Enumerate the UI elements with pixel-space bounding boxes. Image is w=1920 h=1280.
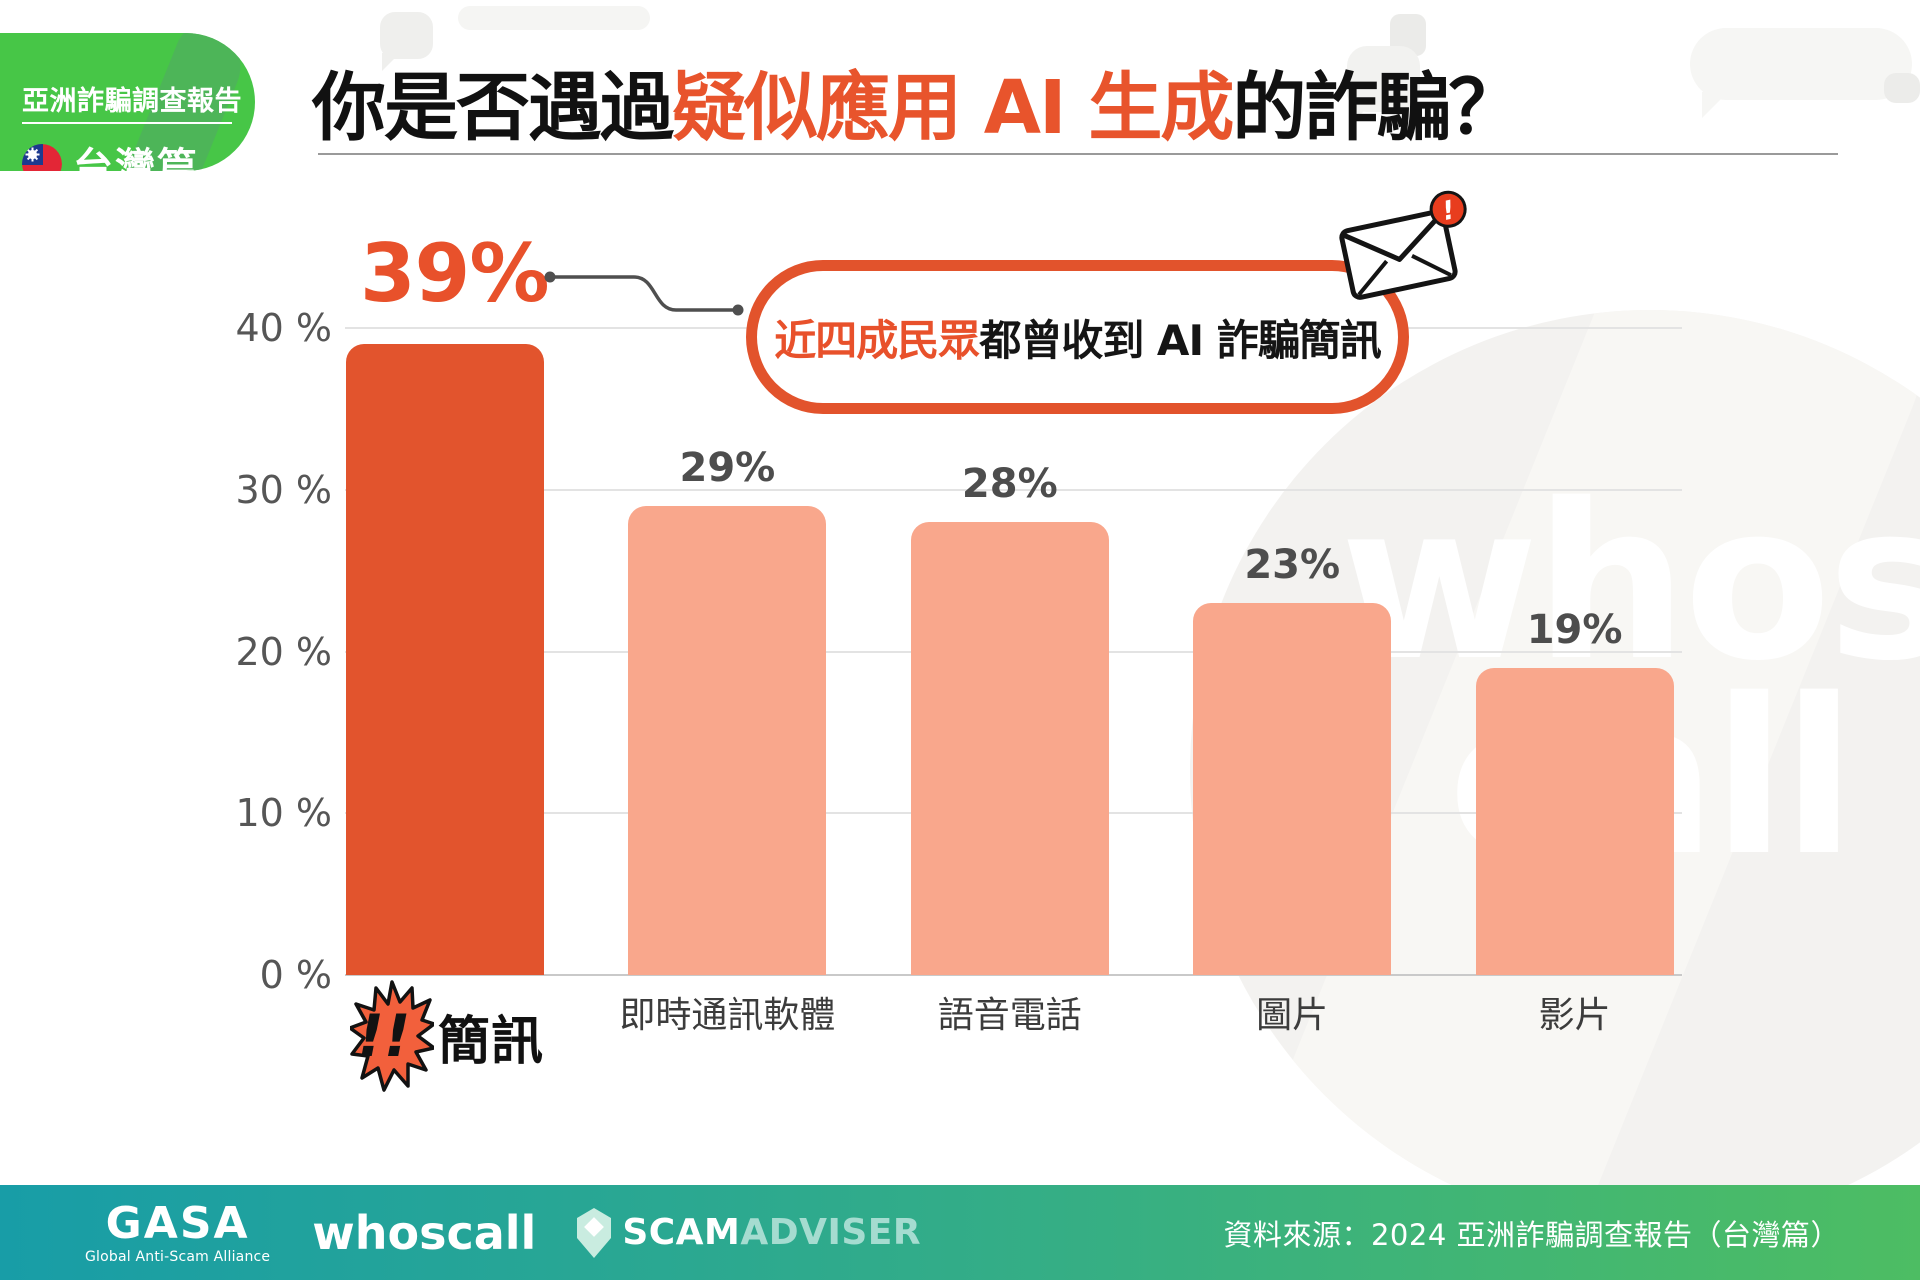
badge-divider: [22, 122, 232, 124]
y-axis-tick: 0 %: [259, 953, 332, 997]
footer-bar: GASA Global Anti-Scam Alliance whoscall …: [0, 1185, 1920, 1280]
speech-square-icon: [1884, 73, 1920, 103]
y-axis-tick: 20 %: [235, 629, 332, 674]
callout-rest: 都曾收到 AI 詐騙簡訊: [979, 315, 1381, 365]
alert-starburst-icon: !!: [350, 980, 434, 1092]
bar-value-label: 23%: [1244, 542, 1341, 589]
chart-bar: [1193, 603, 1392, 975]
connector-line: [544, 271, 744, 316]
envelope-alert-badge: !: [1429, 190, 1467, 228]
primary-bar-value-label: 39%: [360, 227, 549, 320]
report-badge: 亞洲詐騙調查報告 台灣篇: [0, 33, 255, 171]
y-axis-tick: 30 %: [235, 467, 332, 512]
bar-value-label: 29%: [679, 445, 776, 492]
x-axis-label: 圖片: [1256, 995, 1329, 1036]
badge-report-name: 亞洲詐騙調查報告: [22, 86, 242, 117]
y-axis-tick: 10 %: [235, 791, 332, 836]
scamadviser-icon: [577, 1207, 612, 1258]
x-axis-label: 影片: [1538, 995, 1611, 1036]
bar-value-label: 19%: [1526, 606, 1623, 653]
speech-bubble-icon: [1690, 28, 1912, 118]
gridline: [345, 488, 1682, 491]
speech-bubble-icon: [1347, 46, 1420, 125]
x-axis-label: 語音電話: [937, 995, 1082, 1036]
x-axis-label: 即時通訊軟體: [619, 995, 836, 1036]
badge-edition: 台灣篇: [73, 145, 199, 171]
chart-bar: [346, 344, 544, 975]
title-underline: [318, 153, 1838, 155]
source-text: 資料來源：2024 亞洲詐騙調查報告（台灣篇）: [1223, 1217, 1840, 1252]
chat-bar-shape: [458, 6, 650, 30]
whoscall-logo: whoscall: [312, 1205, 537, 1260]
chart-bar: [628, 506, 827, 975]
chart-bar: [1475, 667, 1674, 975]
page-title: 你是否遇過疑似應用 AI 生成的詐騙？: [312, 65, 1522, 151]
y-axis-tick: 40 %: [235, 306, 332, 351]
chart-bar: [910, 522, 1109, 975]
callout-bubble: 近四成民眾 都曾收到 AI 詐騙簡訊: [746, 260, 1409, 414]
speech-bubble-icon: [380, 12, 433, 71]
watermark-text-whos: whos: [1340, 457, 1920, 708]
gridline: [345, 974, 1682, 976]
callout-highlight: 近四成民眾: [774, 315, 980, 365]
envelope-icon: !: [1339, 190, 1467, 300]
svg-text:!: !: [1440, 195, 1458, 227]
svg-text:!!: !!: [358, 1002, 411, 1070]
bar-value-label: 28%: [961, 461, 1058, 508]
gasa-logo: GASA Global Anti-Scam Alliance: [85, 1197, 271, 1265]
taiwan-flag-icon: [22, 144, 62, 171]
sms-category-label: !! 簡訊: [350, 980, 544, 1092]
scamadviser-logo: SCAMADVISER: [576, 1207, 921, 1259]
